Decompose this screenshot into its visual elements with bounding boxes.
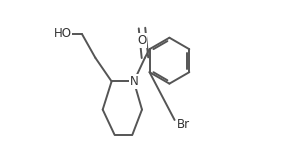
Text: Br: Br [177,118,190,131]
Text: HO: HO [54,27,72,40]
Text: N: N [130,75,138,88]
Text: O: O [137,34,147,47]
